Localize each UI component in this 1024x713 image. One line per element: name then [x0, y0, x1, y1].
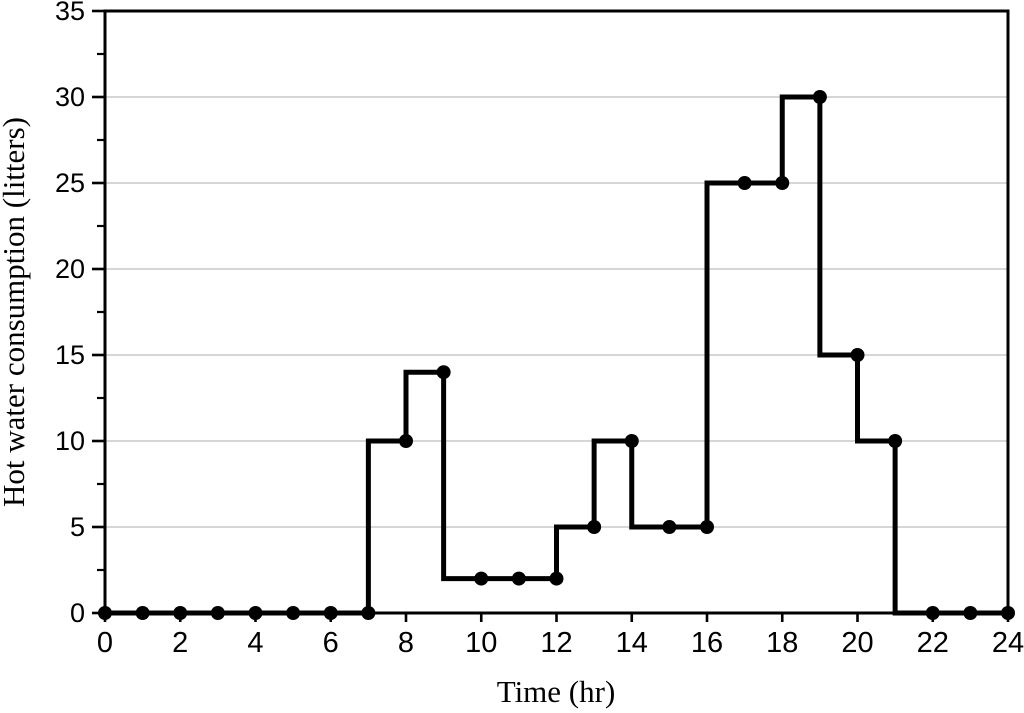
y-axis-label: Hot water consumption (litters): [0, 117, 31, 507]
data-point-marker: [474, 571, 489, 586]
y-tick-label: 30: [55, 82, 85, 112]
y-tick-label: 15: [55, 340, 85, 370]
data-point-marker: [399, 434, 413, 448]
x-tick-label: 24: [992, 627, 1024, 659]
data-point-marker: [361, 606, 376, 620]
x-tick-label: 6: [323, 627, 339, 659]
data-point-marker: [98, 606, 112, 620]
data-point-marker: [624, 434, 639, 448]
x-axis-label: Time (hr): [497, 674, 616, 709]
frame-layer: [103, 9, 1010, 615]
data-point-marker: [963, 606, 978, 620]
data-point-marker: [888, 434, 903, 448]
data-point-marker: [173, 606, 188, 620]
x-tick-label: 8: [398, 627, 414, 659]
data-point-marker: [436, 365, 451, 380]
x-tick-label: 22: [917, 627, 949, 659]
data-point-marker: [135, 606, 150, 620]
data-point-marker: [587, 520, 602, 534]
x-tick-label: 2: [172, 627, 188, 659]
x-tick-label: 18: [766, 627, 798, 659]
x-tick-label: 20: [841, 627, 873, 659]
data-point-marker: [812, 90, 827, 104]
data-point-marker: [925, 606, 940, 620]
data-point-marker: [549, 571, 564, 586]
y-tick-label: 20: [55, 254, 85, 284]
x-tick-label: 12: [540, 627, 572, 659]
y-tick-label: 35: [55, 0, 85, 26]
tick-layer: [92, 9, 1010, 622]
x-tick-label: 4: [247, 627, 263, 659]
data-point-marker: [511, 571, 526, 586]
y-tick-label: 0: [70, 598, 85, 628]
data-point-marker: [662, 520, 677, 534]
data-point-marker: [210, 606, 225, 620]
grid-layer: [105, 96, 1008, 528]
y-tick-label: 10: [55, 426, 85, 456]
data-point-marker: [286, 606, 301, 620]
plot-frame: [103, 9, 1010, 615]
x-tick-label: 10: [465, 627, 497, 659]
data-point-marker: [1001, 606, 1015, 620]
data-point-marker: [850, 348, 865, 362]
y-tick-label: 25: [55, 168, 85, 198]
data-point-marker: [323, 606, 338, 620]
data-point-marker: [737, 176, 752, 190]
x-tick-label: 16: [691, 627, 723, 659]
data-point-marker: [775, 176, 790, 190]
x-tick-label: 14: [616, 627, 648, 659]
x-tick-label: 0: [97, 627, 113, 659]
data-point-marker: [248, 606, 263, 620]
y-tick-label: 5: [70, 512, 85, 542]
data-layer: [98, 90, 1015, 620]
data-point-marker: [700, 520, 714, 534]
